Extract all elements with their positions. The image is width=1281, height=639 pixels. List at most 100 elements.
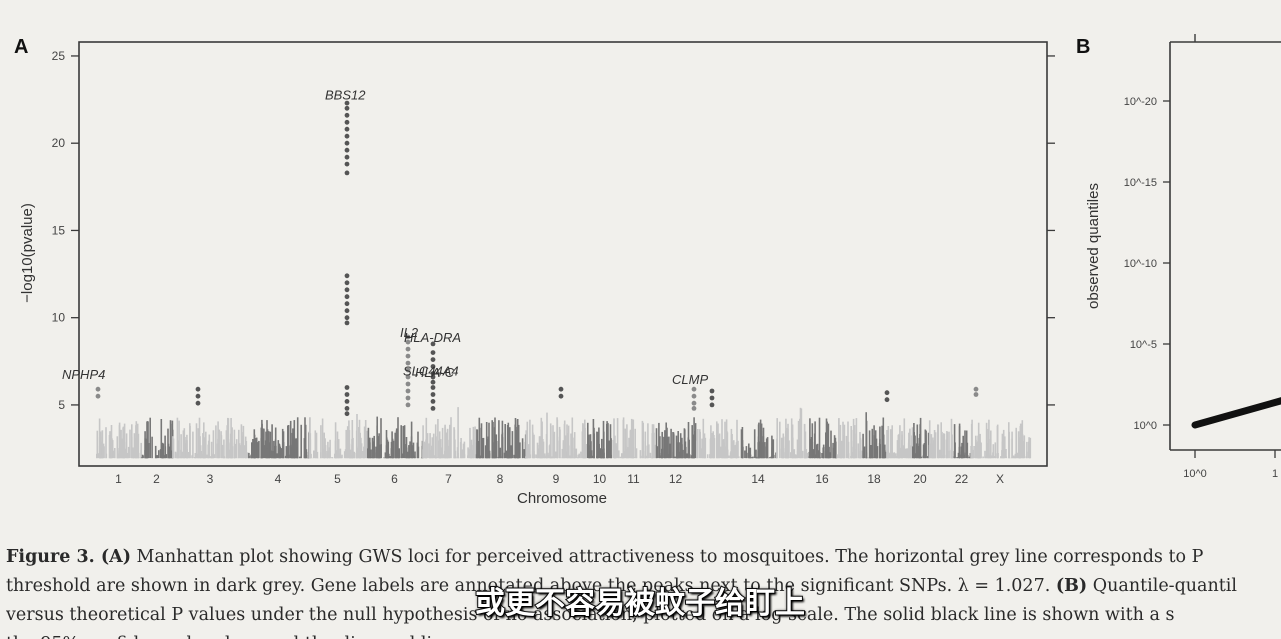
snp-point [398, 448, 400, 459]
snp-point [809, 418, 811, 459]
snp-peak-point [195, 393, 201, 399]
snp-point [641, 420, 644, 459]
snp-point [507, 448, 510, 459]
snp-point [172, 438, 175, 459]
snp-point [410, 421, 413, 459]
snp-peak-point [344, 273, 350, 279]
snp-peak-point [195, 386, 201, 392]
snp-point [1004, 436, 1006, 459]
snp-point [204, 440, 207, 459]
snp-point [476, 429, 478, 459]
snp-point [443, 454, 445, 459]
snp-point [749, 447, 752, 459]
snp-point [968, 457, 970, 459]
snp-point [503, 452, 506, 459]
snp-point [422, 425, 424, 459]
snp-peak-point [344, 133, 350, 139]
snp-point [158, 450, 160, 459]
snp-point [835, 455, 837, 459]
snp-point [953, 424, 956, 459]
snp-point [531, 424, 534, 459]
snp-point [937, 424, 939, 459]
snp-point [850, 430, 853, 459]
snp-point [417, 446, 420, 459]
snp-point [948, 431, 950, 459]
snp-point [116, 436, 119, 459]
snp-point [871, 452, 873, 459]
x-tick-label: 7 [445, 472, 452, 486]
snp-point [432, 433, 435, 459]
snp-point [425, 417, 428, 459]
snp-point [829, 454, 832, 459]
snp-point [484, 445, 487, 459]
snp-point [498, 420, 500, 459]
snp-point [838, 418, 840, 459]
snp-peak-point [691, 386, 697, 392]
qq-y-axis: 10^-20 10^-15 10^-10 10^-5 10^0 [1124, 96, 1170, 432]
snp-peak-point [405, 346, 411, 352]
snp-point [992, 444, 995, 459]
snp-point [243, 445, 246, 459]
snp-point [942, 435, 945, 459]
snp-point [821, 453, 823, 459]
snp-point [932, 442, 934, 459]
snp-peak-point [973, 386, 979, 392]
snp-point [274, 427, 277, 459]
snp-point [639, 450, 642, 459]
snp-point [170, 450, 172, 459]
snp-point [210, 441, 213, 459]
snp-point [234, 447, 236, 459]
snp-point [320, 425, 322, 459]
snp-point [411, 445, 414, 459]
snp-point [267, 431, 270, 459]
snp-point [979, 433, 981, 459]
snp-peak-point [344, 411, 350, 417]
x-tick-label: 1 [115, 472, 122, 486]
snp-point [370, 449, 372, 459]
snp-point [661, 431, 663, 459]
snp-point [909, 428, 911, 459]
snp-point [807, 456, 810, 459]
snp-point [834, 437, 837, 459]
snp-point [392, 440, 395, 459]
snp-point [693, 455, 695, 459]
snp-point [651, 437, 654, 459]
x-tick-label: 22 [955, 472, 969, 486]
snp-peak-point [344, 315, 350, 321]
snp-point [927, 456, 929, 459]
snp-point [96, 430, 99, 459]
snp-point [996, 425, 999, 459]
snp-point [825, 432, 827, 459]
snp-point [475, 454, 478, 459]
snp-point [220, 435, 223, 459]
snp-point [735, 445, 737, 459]
snp-point [629, 429, 632, 459]
snp-point [737, 440, 739, 459]
snp-point [663, 436, 665, 459]
snp-point [561, 448, 564, 459]
snp-point [795, 455, 797, 459]
x-tick-label: 2 [153, 472, 160, 486]
snp-point [865, 452, 868, 459]
snp-point [103, 446, 105, 459]
snp-point [376, 416, 378, 459]
snp-point [885, 451, 887, 459]
snp-point [101, 448, 104, 459]
snp-point [258, 440, 260, 459]
snp-point [276, 453, 278, 459]
snp-point [544, 456, 547, 459]
caption-panel-b-ref: (B) [1055, 576, 1088, 596]
snp-point [367, 448, 369, 459]
snp-point [304, 424, 307, 459]
snp-point [363, 426, 366, 459]
snp-point [250, 455, 252, 459]
snp-peak-point [344, 399, 350, 404]
snp-point [648, 444, 650, 459]
manhattan-x-axis-title: Chromosome [517, 490, 607, 507]
snp-point [137, 452, 140, 459]
snp-point [187, 452, 190, 459]
snp-point [893, 455, 895, 459]
snp-point [246, 454, 249, 459]
snp-point [438, 440, 440, 459]
